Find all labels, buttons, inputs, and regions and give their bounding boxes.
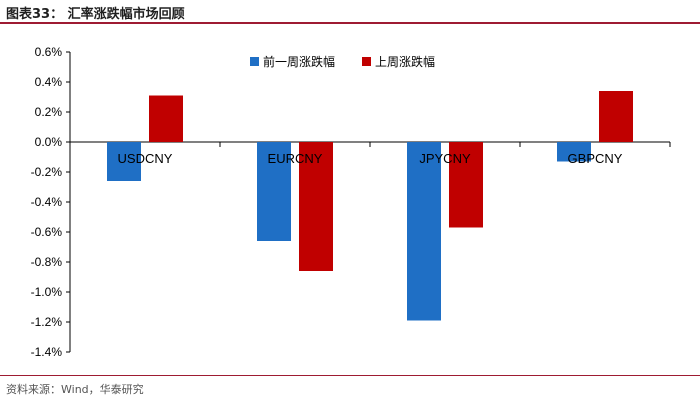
- bar-eurcny-series-1: [299, 142, 333, 271]
- bar-jpycny-series-0: [407, 142, 441, 321]
- category-label: USDCNY: [118, 151, 173, 166]
- source-note: 资料来源：Wind，华泰研究: [6, 383, 144, 396]
- bar-usdcny-series-1: [149, 95, 183, 142]
- y-tick-label: -0.2%: [31, 165, 63, 179]
- bar-gbpcny-series-0: [557, 142, 591, 162]
- y-tick-label: 0.6%: [35, 45, 63, 59]
- y-tick-label: 0.2%: [35, 105, 63, 119]
- bar-eurcny-series-0: [257, 142, 291, 241]
- legend-swatch: [362, 57, 371, 66]
- y-tick-label: 0.4%: [35, 75, 63, 89]
- y-tick-label: -1.2%: [31, 315, 63, 329]
- category-label: EURCNY: [268, 151, 323, 166]
- title-rule: [0, 22, 700, 24]
- legend-label: 前一周涨跌幅: [263, 54, 335, 69]
- figure-title: 图表33： 汇率涨跌幅市场回顾: [6, 7, 185, 22]
- y-tick-label: -1.4%: [31, 345, 63, 359]
- y-tick-label: 0.0%: [35, 135, 63, 149]
- bar-jpycny-series-1: [449, 142, 483, 228]
- y-tick-label: -0.6%: [31, 225, 63, 239]
- legend-swatch: [250, 57, 259, 66]
- bar-usdcny-series-0: [107, 142, 141, 181]
- category-label: GBPCNY: [568, 151, 623, 166]
- y-tick-label: -0.8%: [31, 255, 63, 269]
- bar-gbpcny-series-1: [599, 91, 633, 142]
- y-tick-label: -0.4%: [31, 195, 63, 209]
- y-tick-label: -1.0%: [31, 285, 63, 299]
- legend-label: 上周涨跌幅: [375, 54, 435, 69]
- footer-rule: [0, 375, 700, 376]
- category-label: JPYCNY: [419, 151, 471, 166]
